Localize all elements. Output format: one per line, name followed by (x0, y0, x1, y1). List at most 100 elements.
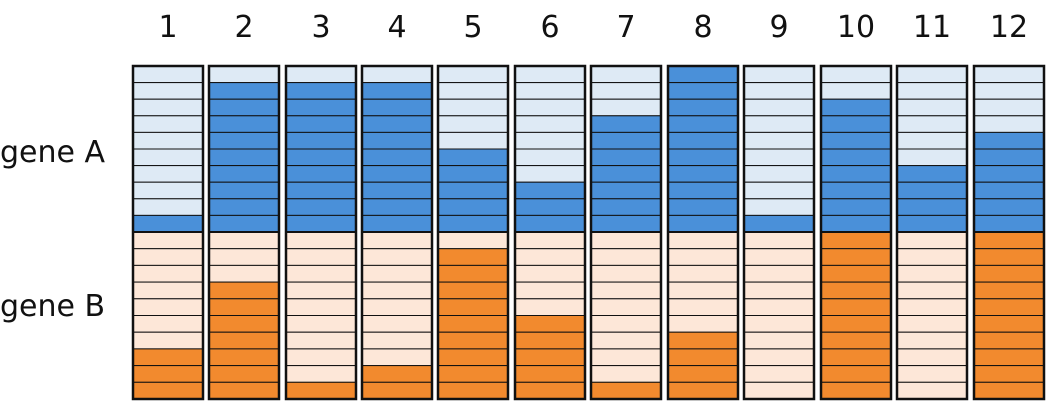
gene-b-segment (361, 264, 433, 283)
gene-a-segment (361, 131, 433, 150)
gene-a-segment (514, 131, 586, 150)
gene-a-segment (590, 115, 662, 133)
gene-b-segment (743, 381, 815, 400)
gene-a-segment (514, 181, 586, 200)
gene-a-segment (208, 98, 280, 117)
gene-a-segment (667, 181, 739, 200)
gene-a-segment (667, 131, 739, 150)
gene-a-label: gene A (0, 135, 106, 170)
gene-a-segment (896, 115, 968, 133)
gene-a-segment (361, 165, 433, 183)
column-12: 12 (972, 10, 1046, 401)
gene-b-segment (590, 231, 662, 250)
gene-a-segment (590, 131, 662, 150)
gene-b-segment (132, 315, 204, 333)
gene-b-segment (896, 298, 968, 316)
column-number-2: 2 (234, 10, 253, 45)
gene-b-label: gene B (0, 289, 106, 324)
gene-a-segment (437, 181, 509, 200)
gene-b-segment (361, 281, 433, 300)
gene-b-segment (743, 231, 815, 250)
gene-a-segment (973, 198, 1045, 216)
gene-b-segment (667, 315, 739, 333)
gene-a-segment (820, 148, 892, 167)
column-number-8: 8 (693, 10, 712, 45)
gene-a-segment (208, 148, 280, 167)
gene-a-segment (437, 82, 509, 100)
gene-b-segment (973, 331, 1045, 350)
gene-a-segment (743, 214, 815, 233)
gene-a-segment (437, 198, 509, 216)
gene-a-segment (132, 148, 204, 167)
gene-b-segment (285, 348, 357, 367)
gene-a-segment (514, 198, 586, 216)
gene-b-segment (667, 331, 739, 350)
column-number-10: 10 (837, 10, 875, 45)
gene-a-segment (973, 131, 1045, 150)
gene-a-segment (820, 165, 892, 183)
column-number-12: 12 (990, 10, 1028, 45)
gene-b-segment (285, 248, 357, 266)
column-number-9: 9 (769, 10, 788, 45)
gene-a-segment (285, 131, 357, 150)
gene-a-segment (743, 98, 815, 117)
gene-a-segment (361, 148, 433, 167)
gene-b-segment (973, 231, 1045, 250)
gene-a-segment (514, 82, 586, 100)
gene-a-segment (973, 82, 1045, 100)
gene-b-segment (820, 348, 892, 367)
gene-b-segment (285, 365, 357, 383)
gene-a-segment (132, 198, 204, 216)
column-4: 4 (360, 10, 434, 401)
gene-b-segment (132, 248, 204, 266)
gene-a-segment (973, 98, 1045, 117)
gene-b-segment (514, 264, 586, 283)
column-2: 2 (207, 10, 281, 401)
gene-b-segment (973, 381, 1045, 400)
gene-b-segment (437, 315, 509, 333)
gene-b-segment (590, 331, 662, 350)
column-number-7: 7 (616, 10, 635, 45)
gene-a-segment (514, 65, 586, 84)
gene-a-segment (896, 98, 968, 117)
gene-a-segment (590, 148, 662, 167)
gene-b-segment (973, 348, 1045, 367)
column-9: 9 (742, 10, 816, 401)
gene-b-segment (973, 248, 1045, 266)
gene-a-segment (361, 115, 433, 133)
column-10: 10 (819, 10, 893, 401)
gene-a-segment (132, 214, 204, 233)
gene-b-segment (896, 248, 968, 266)
gene-a-segment (285, 115, 357, 133)
gene-b-segment (437, 365, 509, 383)
gene-b-segment (820, 298, 892, 316)
gene-b-segment (361, 248, 433, 266)
gene-a-segment (514, 214, 586, 233)
gene-a-segment (285, 82, 357, 100)
gene-a-segment (208, 181, 280, 200)
column-7: 7 (589, 10, 663, 401)
gene-a-segment (820, 181, 892, 200)
gene-a-segment (208, 198, 280, 216)
gene-a-segment (667, 98, 739, 117)
gene-b-segment (667, 264, 739, 283)
gene-b-segment (208, 331, 280, 350)
gene-a-segment (208, 115, 280, 133)
gene-a-segment (820, 65, 892, 84)
gene-a-segment (285, 214, 357, 233)
gene-a-segment (590, 82, 662, 100)
gene-a-segment (743, 148, 815, 167)
column-3: 3 (284, 10, 358, 401)
gene-a-segment (973, 65, 1045, 84)
gene-b-segment (667, 298, 739, 316)
gene-b-segment (132, 365, 204, 383)
gene-b-segment (667, 365, 739, 383)
gene-b-segment (743, 248, 815, 266)
gene-b-segment (667, 381, 739, 400)
gene-b-segment (514, 331, 586, 350)
gene-a-segment (132, 98, 204, 117)
gene-b-segment (514, 298, 586, 316)
gene-a-segment (667, 82, 739, 100)
gene-b-segment (820, 264, 892, 283)
gene-a-segment (514, 98, 586, 117)
